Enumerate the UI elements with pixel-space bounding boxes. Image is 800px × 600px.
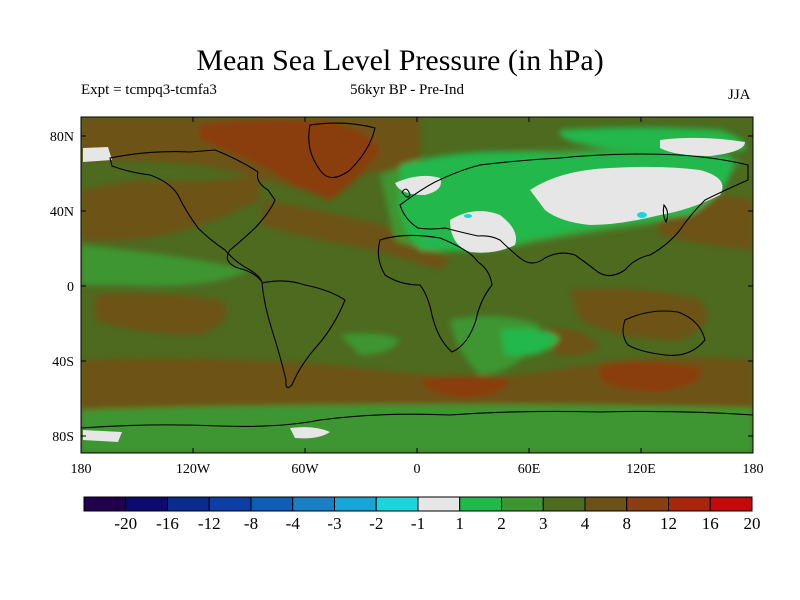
field-white-arctic-e [660, 137, 745, 156]
lat-tick-label: 80N [50, 130, 74, 145]
lon-tick-label: 60E [518, 462, 541, 477]
field-white-arctic-w [83, 147, 112, 162]
field-midgreen-pacific [81, 245, 250, 286]
coast-eurasia [399, 153, 749, 277]
field-white-antarctic-w [83, 430, 122, 442]
colorbar-label: 4 [581, 514, 590, 533]
coast-north-america [109, 149, 276, 283]
lon-tick-label: 180 [743, 462, 764, 477]
colorbar-label: 12 [660, 514, 677, 533]
field-darkbrown-southern-c [420, 376, 510, 398]
colorbar-swatch [501, 496, 544, 512]
colorbar-swatch [167, 496, 210, 512]
field-darkbrown-greenland [200, 120, 380, 200]
colorbar-swatch [125, 496, 168, 512]
colorbar-label: -16 [156, 514, 179, 533]
colorbar-label: 20 [744, 514, 761, 533]
colorbar-label: -1 [411, 514, 425, 533]
field-lightgreen-indian [500, 328, 560, 356]
colorbar-swatch [208, 496, 252, 512]
pressure-field [81, 117, 753, 453]
colorbar-label: -8 [244, 514, 258, 533]
field-white-antarctic-c [290, 427, 330, 439]
colorbar-swatch [83, 496, 127, 512]
coast-antarctica [81, 410, 753, 429]
colorbar-swatch [542, 496, 586, 512]
colorbar-label: 16 [702, 514, 719, 533]
lon-tick-label: 120E [626, 462, 656, 477]
lat-tick-label: 40N [50, 205, 74, 220]
season-label: JJA [728, 87, 751, 103]
coast-greenland [308, 122, 376, 179]
coast-africa [377, 234, 493, 353]
colorbar-label: 1 [456, 514, 465, 533]
field-brown-northpacific [81, 175, 260, 241]
colorbar-label: 8 [623, 514, 632, 533]
lat-tick-label: 40S [52, 355, 74, 370]
field-white-europe-n [395, 175, 441, 195]
colorbar-label: -20 [114, 514, 137, 533]
field-darkbrown-southern-e [600, 362, 701, 392]
colorbar-swatch [292, 496, 335, 512]
colorbar-swatch [584, 496, 628, 512]
lon-tick-label: 0 [414, 462, 421, 477]
colorbar: -20 -16 -12 -8 -4 -3 -2 -1 1 2 3 4 8 12 16 20 [83, 496, 761, 533]
colorbar-swatch [668, 496, 711, 512]
coast-britain [401, 188, 411, 198]
colorbar-swatch [709, 496, 753, 512]
field-midgreen-antarctic [81, 404, 753, 453]
colorbar-swatch [250, 496, 294, 512]
colorbar-label: -2 [369, 514, 383, 533]
colorbar-label: -3 [327, 514, 341, 533]
field-white-asia [530, 166, 723, 225]
colorbar-swatch [334, 496, 377, 512]
lon-tick-label: 60W [291, 462, 319, 477]
coastlines [81, 122, 753, 429]
colorbar-label: -4 [286, 514, 301, 533]
coast-australia [622, 310, 706, 356]
colorbar-label: 3 [539, 514, 548, 533]
colorbar-label: -12 [198, 514, 221, 533]
lat-tick-label: 0 [67, 280, 74, 295]
field-white-mideast [450, 211, 516, 253]
colorbar-swatch [417, 496, 461, 512]
colorbar-swatch [375, 496, 419, 512]
experiment-label: Expt = tcmpq3-tcmfa3 [81, 82, 217, 98]
period-label: 56kyr BP - Pre-Ind [350, 82, 465, 98]
field-brown-southpacific-w [95, 293, 227, 335]
field-brown-atlantic [260, 200, 450, 270]
lon-tick-label: 180 [71, 462, 92, 477]
colorbar-swatch [626, 496, 669, 512]
axis-ticks: 80N 40N 0 40S 80S 180 120W 60W 0 60E 120E 180 [50, 117, 764, 477]
field-brown-indian [545, 329, 600, 357]
lon-tick-label: 120W [176, 462, 211, 477]
field-midgreen-southatlantic [340, 333, 400, 355]
lat-tick-label: 80S [52, 430, 74, 445]
map-title: Mean Sea Level Pressure (in hPa) [196, 44, 604, 77]
colorbar-label: 2 [497, 514, 506, 533]
field-cyan-asia [637, 212, 647, 218]
colorbar-swatch [459, 496, 502, 512]
coast-japan [662, 203, 669, 224]
coast-south-america [261, 280, 346, 389]
field-cyan-mideast [464, 214, 472, 218]
